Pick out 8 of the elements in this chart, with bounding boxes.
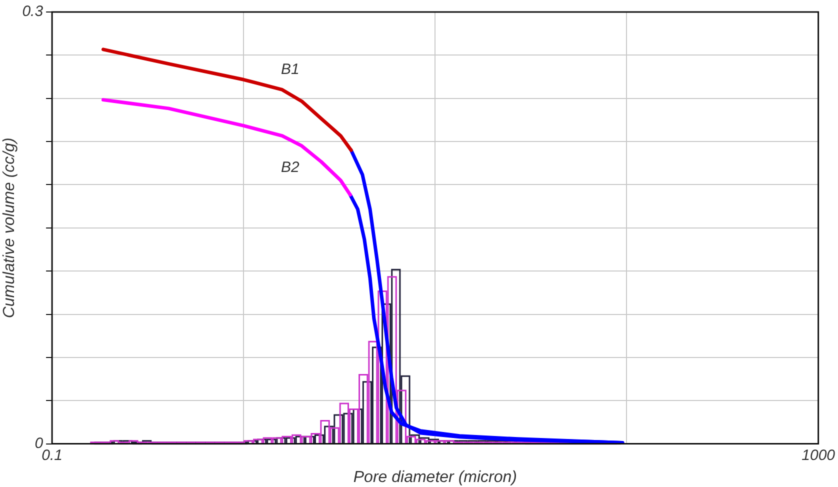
- annotation: B1: [281, 60, 300, 78]
- x-axis-title: Pore diameter (micron): [353, 468, 517, 486]
- annotation: B2: [281, 158, 300, 176]
- y-tick-label: 0: [34, 434, 44, 452]
- x-tick-label: 1000: [802, 446, 836, 464]
- x-tick-label: 0.1: [42, 446, 62, 464]
- y-tick-label: 0.3: [22, 3, 44, 20]
- y-axis-title: Cumulative volume (cc/g): [1, 138, 18, 318]
